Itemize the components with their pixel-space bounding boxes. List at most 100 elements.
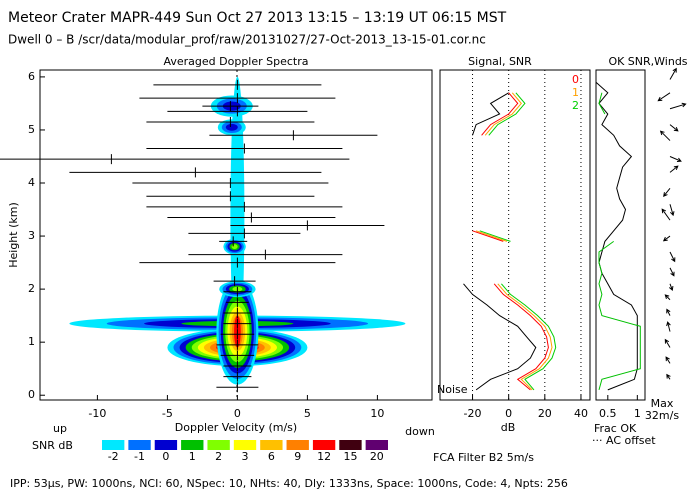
colorbar-label: 12 — [317, 450, 331, 463]
wind-arrow — [661, 208, 671, 221]
wind-arrow — [669, 165, 679, 173]
spectra-frame — [39, 69, 433, 401]
up-label: up — [53, 422, 67, 435]
wind-arrow — [666, 373, 671, 380]
max-label: Max — [651, 397, 674, 410]
wind-arrow — [664, 294, 671, 301]
x-tick-label: -20 — [464, 407, 482, 420]
profile-line — [598, 240, 641, 391]
legend-entry: 2 — [572, 99, 579, 112]
snr-frame — [439, 69, 591, 401]
wind-arrow — [666, 308, 671, 316]
x-tick-label: -5 — [162, 407, 173, 420]
y-axis-label: Height (km) — [7, 202, 20, 268]
colorbar-swatch — [154, 440, 178, 450]
wind-arrow — [664, 338, 671, 348]
x-tick-label: 10 — [370, 407, 384, 420]
profile-line — [475, 230, 508, 242]
wind-arrow — [669, 267, 675, 277]
colorbar-swatch — [286, 440, 309, 450]
colorbar-swatch — [339, 440, 362, 450]
frac-frame — [595, 69, 646, 401]
colorbar-label: 6 — [268, 450, 275, 463]
y-tick-label: 0 — [28, 388, 35, 401]
y-tick-label: 2 — [28, 282, 35, 295]
wind-arrow — [657, 92, 671, 102]
wind-arrow — [663, 187, 671, 197]
page-title: Meteor Crater MAPR-449 Sun Oct 27 2013 1… — [8, 10, 507, 26]
colorbar-swatch — [312, 440, 336, 450]
profile-line — [479, 230, 511, 242]
legend-entry: 1 — [572, 86, 579, 99]
profile-line — [497, 283, 553, 391]
wind-arrow — [669, 67, 677, 80]
profile-line — [472, 92, 509, 136]
ac-offset-note: ··· AC offset — [592, 434, 656, 447]
colorbar-swatch — [365, 440, 388, 450]
colorbar-swatch — [181, 440, 204, 450]
x-tick-label: 20 — [538, 407, 552, 420]
wind-arrow — [668, 283, 674, 292]
wind-arrow — [669, 251, 676, 263]
x-tick-label: 0 — [234, 407, 241, 420]
colorbar-swatch — [102, 440, 125, 450]
colorbar-label: 1 — [189, 450, 196, 463]
panel-title: Signal, SNR — [468, 55, 532, 68]
y-tick-label: 3 — [28, 229, 35, 242]
colorbar-label: 2 — [215, 450, 222, 463]
profile-line — [595, 81, 638, 391]
colorbar-swatch — [233, 440, 257, 450]
wind-arrow — [665, 356, 671, 364]
x-tick-label: 0.5 — [599, 407, 617, 420]
x-tick-label: 1 — [634, 407, 641, 420]
colorbar-label: SNR dB — [32, 439, 73, 452]
wind-arrow — [662, 235, 671, 242]
colorbar-label: 0 — [162, 450, 169, 463]
max-speed: 32m/s — [645, 409, 679, 422]
wind-arrow — [669, 156, 682, 163]
colorbar-label: 20 — [370, 450, 384, 463]
x-tick-label: 5 — [304, 407, 311, 420]
echo — [231, 244, 238, 250]
y-tick-label: 5 — [28, 123, 35, 136]
colorbar-label: -1 — [134, 450, 145, 463]
profile-line — [481, 92, 519, 136]
wind-arrow — [669, 102, 687, 110]
colorbar-label: -2 — [108, 450, 119, 463]
profile-line — [484, 92, 522, 136]
x-axis-label: Frac OK — [594, 422, 637, 435]
x-axis-label: Doppler Velocity (m/s) — [175, 421, 297, 434]
y-tick-label: 1 — [28, 335, 35, 348]
profile-line — [501, 283, 557, 391]
x-axis-label: dB — [501, 421, 516, 434]
legend-entry: 0 — [572, 73, 579, 86]
panel-title: Averaged Doppler Spectra — [163, 55, 308, 68]
wind-arrow — [666, 321, 671, 332]
colorbar-swatch — [260, 440, 283, 450]
noise-label: Noise — [437, 383, 468, 396]
footer: IPP: 53μs, PW: 1000ns, NCI: 60, NSpec: 1… — [10, 477, 568, 490]
filter-note: FCA Filter B2 5m/s — [433, 451, 534, 464]
profile-line — [488, 92, 526, 136]
colorbar-label: 3 — [242, 450, 249, 463]
x-tick-label: 40 — [574, 407, 588, 420]
y-tick-label: 6 — [28, 70, 35, 83]
profile-line — [598, 92, 606, 115]
x-tick-label: -10 — [88, 407, 106, 420]
profile-line — [493, 283, 549, 391]
wind-arrow — [659, 130, 671, 141]
profile-line — [463, 283, 537, 391]
wind-arrow — [669, 124, 679, 132]
x-tick-label: 0 — [505, 407, 512, 420]
echo — [225, 123, 238, 131]
colorbar-swatch — [207, 440, 230, 450]
y-tick-label: 4 — [28, 176, 35, 189]
colorbar-swatch — [128, 440, 151, 450]
colorbar-label: 15 — [343, 450, 357, 463]
page-subtitle: Dwell 0 – B /scr/data/modular_prof/raw/2… — [8, 33, 486, 47]
wind-arrow — [669, 204, 675, 217]
down-label: down — [405, 425, 435, 438]
panel-title: OK SNR,Winds — [608, 55, 687, 68]
profile-line — [472, 230, 504, 242]
